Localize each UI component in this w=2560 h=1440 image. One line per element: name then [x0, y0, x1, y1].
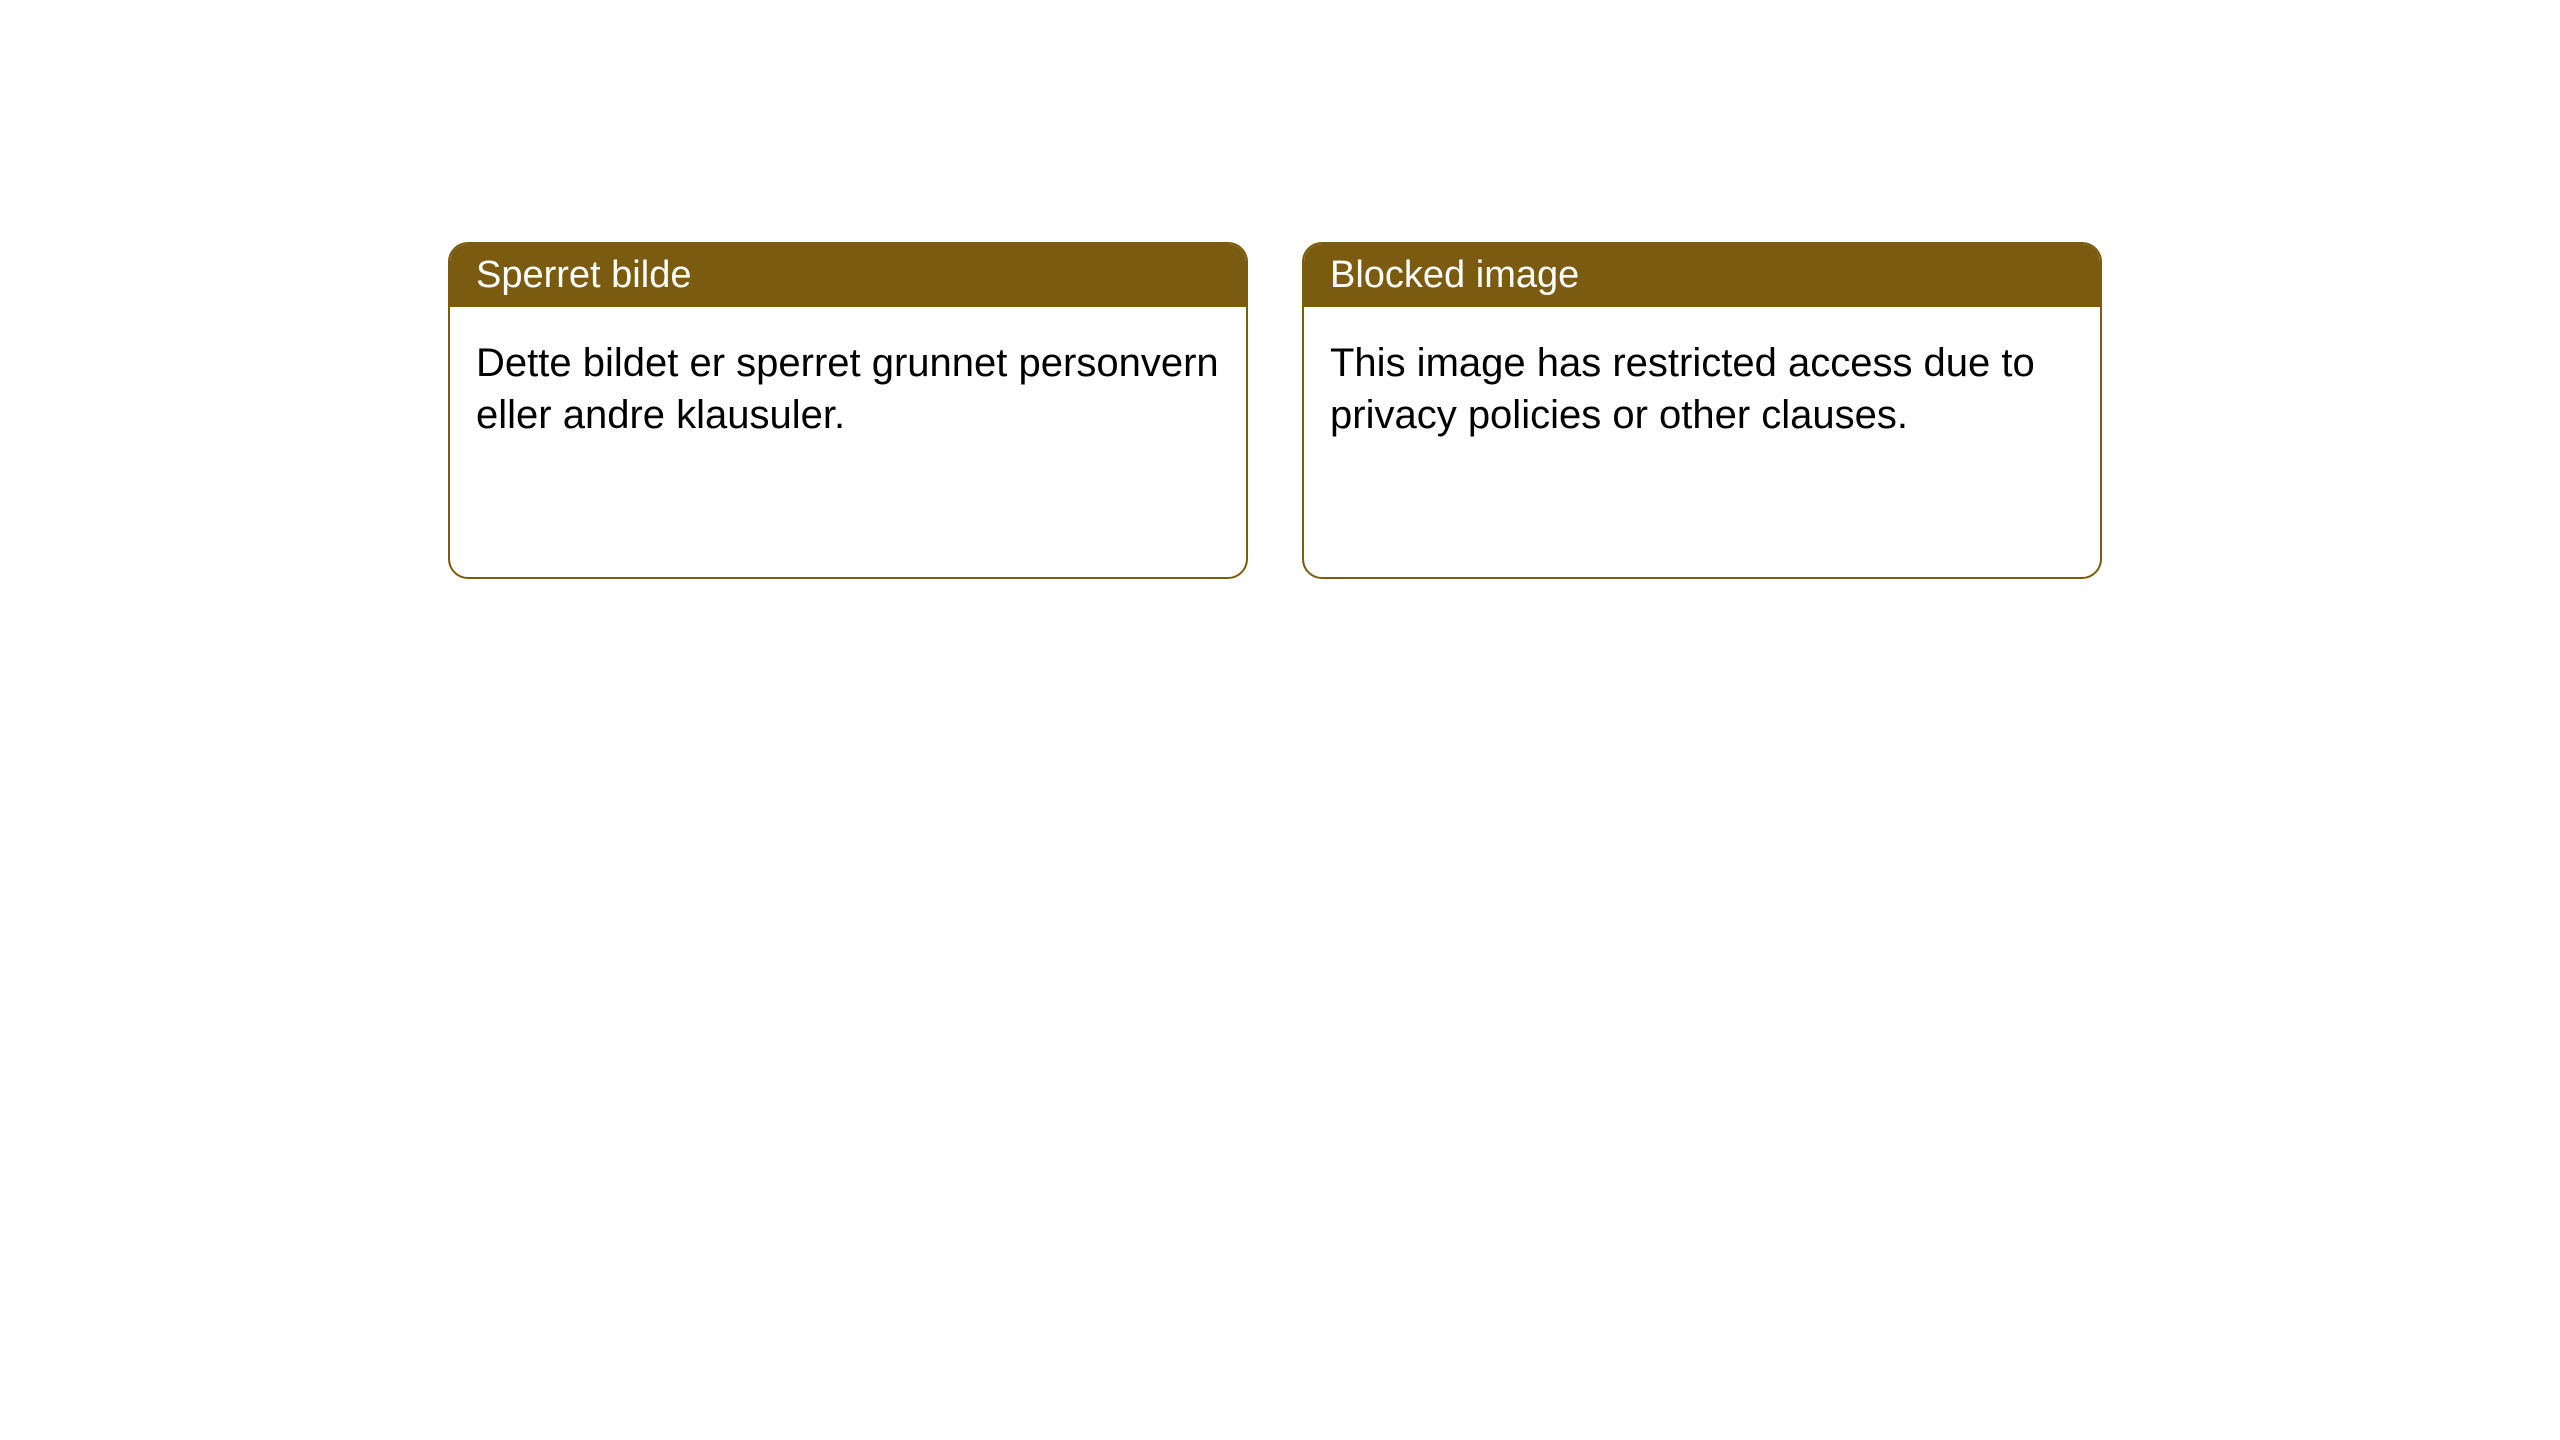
notice-card-english: Blocked image This image has restricted …	[1302, 242, 2102, 579]
notice-card-norwegian: Sperret bilde Dette bildet er sperret gr…	[448, 242, 1248, 579]
notice-body-english: This image has restricted access due to …	[1304, 307, 2100, 577]
notice-container: Sperret bilde Dette bildet er sperret gr…	[0, 0, 2560, 579]
notice-body-norwegian: Dette bildet er sperret grunnet personve…	[450, 307, 1246, 577]
notice-header-norwegian: Sperret bilde	[450, 244, 1246, 307]
notice-header-english: Blocked image	[1304, 244, 2100, 307]
